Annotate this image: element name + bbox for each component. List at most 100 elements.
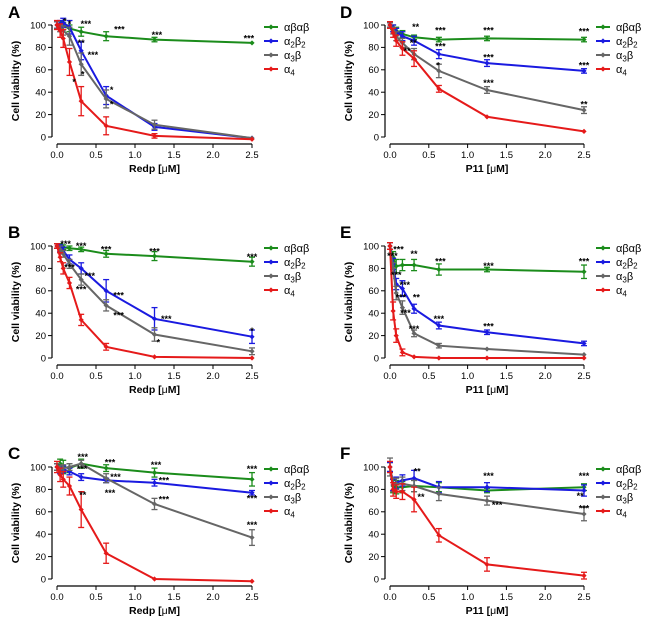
data-point: [581, 36, 587, 43]
data-point: [411, 475, 417, 481]
significance-label: ***: [152, 30, 163, 40]
significance-label: **: [410, 38, 418, 48]
data-point: [399, 305, 406, 311]
significance-label: ***: [435, 41, 446, 51]
legend-label-a3b: α3β: [616, 50, 633, 64]
series-a4: [54, 19, 255, 142]
significance-label: ***: [393, 244, 404, 254]
data-point: [581, 355, 587, 361]
y-tick-label: 40: [35, 530, 46, 541]
legend-subscript: 2: [301, 261, 306, 270]
legend-label-abab: αβαβ: [616, 22, 641, 34]
data-point: [393, 263, 399, 269]
data-point: [78, 29, 84, 35]
x-tick-label: 0.0: [383, 371, 396, 382]
panel-letter-a: A: [8, 3, 20, 22]
data-point: [436, 322, 442, 329]
legend-label-part: αβαβ: [284, 464, 309, 476]
x-axis-title: Redp [μM]: [129, 163, 180, 175]
legend-swatch-marker: [268, 466, 274, 472]
legend-subscript: 4: [622, 289, 627, 298]
significance-label: *: [157, 337, 161, 347]
series-a4: [54, 460, 255, 584]
x-axis-title-unit: M]: [496, 384, 508, 396]
significance-label: ***: [579, 60, 590, 70]
legend-label-a2b2: α2β2: [284, 257, 306, 271]
data-point: [66, 245, 73, 251]
x-tick-label: 1.5: [500, 592, 513, 603]
legend-subscript: 3: [290, 54, 295, 63]
data-point: [411, 306, 417, 312]
significance-label: ***: [435, 257, 446, 267]
legend-label-part: α: [616, 257, 623, 269]
data-point: [103, 475, 109, 481]
significance-label: ***: [409, 324, 420, 334]
x-tick-label: 1.0: [461, 371, 474, 382]
data-point: [581, 68, 587, 74]
data-point: [66, 261, 73, 267]
data-point: [78, 246, 84, 252]
legend-swatch-marker: [268, 494, 274, 500]
legend-item-a3b: α3β: [596, 50, 633, 64]
series-a3b: [54, 243, 255, 356]
x-tick-label: 1.5: [167, 592, 180, 603]
data-point: [484, 266, 490, 273]
data-point: [387, 22, 393, 28]
legend-label-a3b: α3β: [284, 50, 301, 64]
legend-label-a4: α4: [284, 285, 295, 299]
data-point: [484, 87, 490, 93]
significance-label: ***: [161, 314, 172, 324]
data-point: [66, 483, 73, 489]
significance-label: ***: [110, 472, 121, 482]
legend-swatch-marker: [268, 245, 274, 251]
legend-label-abab: αβαβ: [616, 243, 641, 255]
x-tick-label: 0.5: [89, 592, 102, 603]
x-axis-title-name: P11 [: [466, 163, 491, 175]
data-point: [581, 340, 587, 347]
data-point: [581, 487, 587, 494]
data-point: [151, 133, 158, 139]
x-axis-title-unit: M]: [168, 384, 180, 396]
legend-label-part: αβαβ: [616, 464, 641, 476]
legend-swatch-marker: [268, 24, 274, 30]
legend-label-part: αβαβ: [284, 243, 309, 255]
x-tick-label: 2.0: [206, 150, 219, 161]
data-point: [249, 355, 255, 361]
data-point: [581, 573, 587, 579]
x-tick-label: 1.0: [128, 592, 141, 603]
data-point: [484, 35, 490, 42]
y-axis-title: Cell viability (%): [10, 483, 22, 564]
legend-item-a4: α4: [264, 285, 295, 299]
legend-label-part: β: [295, 257, 301, 269]
significance-label: ***: [483, 322, 494, 332]
legend-label-a4: α4: [616, 64, 627, 78]
significance-label: ***: [492, 500, 503, 510]
data-point: [78, 98, 84, 104]
data-point: [411, 262, 417, 268]
data-point: [57, 254, 63, 260]
legend-subscript: 2: [622, 261, 627, 270]
x-tick-label: 1.5: [167, 371, 180, 382]
x-tick-label: 2.5: [245, 150, 258, 161]
legend-label-part: α: [616, 506, 623, 518]
data-point: [151, 253, 158, 259]
legend-item-a4: α4: [596, 64, 627, 78]
legend-subscript: 2: [633, 40, 638, 49]
data-point: [78, 506, 84, 513]
data-point: [387, 464, 393, 470]
data-point: [393, 38, 399, 44]
legend-label-a2b2: α2β2: [284, 478, 306, 492]
legend-swatch-marker: [600, 287, 606, 293]
significance-label: ***: [76, 285, 87, 295]
data-point: [436, 86, 442, 92]
legend-label-part: α: [616, 271, 623, 283]
significance-label: ***: [387, 251, 398, 261]
significance-label: *: [110, 100, 114, 110]
y-tick-label: 60: [368, 286, 379, 297]
data-point: [78, 317, 84, 323]
x-axis-title-name: Redp [: [129, 605, 162, 617]
x-tick-label: 1.5: [167, 150, 180, 161]
significance-label: ***: [396, 293, 407, 303]
data-point: [103, 251, 109, 257]
